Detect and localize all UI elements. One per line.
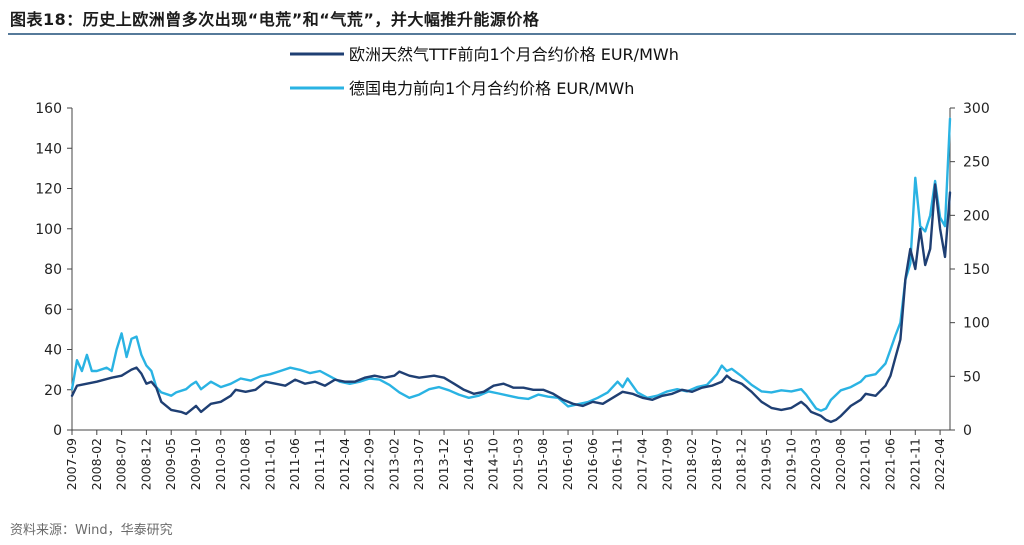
right-tick-label: 150 <box>963 262 990 278</box>
x-tick-label: 2011-01 <box>262 438 277 490</box>
x-tick-label: 2009-05 <box>163 438 178 490</box>
x-tick-label: 2013-07 <box>411 438 426 490</box>
x-tick-label: 2020-03 <box>808 438 823 490</box>
x-tick-label: 2011-11 <box>312 438 327 490</box>
x-tick-label: 2011-06 <box>287 438 302 490</box>
x-tick-label: 2016-01 <box>560 438 575 490</box>
left-tick-label: 120 <box>35 182 62 198</box>
x-tick-label: 2013-12 <box>436 438 451 490</box>
legend-label-power: 德国电力前向1个月合约价格 EUR/MWh <box>349 79 634 98</box>
x-tick-label: 2018-07 <box>709 438 724 490</box>
left-y-axis: 0 20 40 60 80 100 120 140 160 <box>35 101 73 439</box>
x-tick-label: 2012-04 <box>337 438 352 490</box>
left-tick-label: 60 <box>44 302 62 318</box>
right-tick-label: 50 <box>963 369 981 385</box>
x-tick-label: 2016-06 <box>585 438 600 490</box>
left-tick-label: 40 <box>44 343 62 359</box>
legend: 欧洲天然气TTF前向1个月合约价格 EUR/MWh 德国电力前向1个月合约价格 … <box>290 45 679 98</box>
x-tick-label: 2010-08 <box>238 438 253 490</box>
x-tick-label: 2008-07 <box>114 438 129 490</box>
chart-title: 图表18：历史上欧洲曾多次出现“电荒”和“气荒”，并大幅推升能源价格 <box>10 10 540 29</box>
left-tick-label: 0 <box>53 423 62 439</box>
x-tick-label: 2018-12 <box>734 438 749 490</box>
left-tick-label: 140 <box>35 141 62 157</box>
x-tick-label: 2022-04 <box>932 438 947 490</box>
x-tick-label: 2014-10 <box>486 438 501 490</box>
x-tick-label: 2020-08 <box>833 438 848 490</box>
left-tick-label: 80 <box>44 262 62 278</box>
x-tick-label: 2012-09 <box>362 438 377 490</box>
x-tick-label: 2015-03 <box>510 438 525 490</box>
series-line-power <box>70 117 952 412</box>
right-tick-label: 250 <box>963 155 990 171</box>
left-tick-label: 160 <box>35 101 62 117</box>
right-tick-label: 0 <box>963 423 972 439</box>
x-tick-label: 2014-05 <box>461 438 476 490</box>
legend-label-ttf: 欧洲天然气TTF前向1个月合约价格 EUR/MWh <box>349 45 679 64</box>
x-tick-label: 2019-05 <box>758 438 773 490</box>
x-tick-label: 2008-02 <box>89 438 104 490</box>
x-tick-label: 2019-10 <box>783 438 798 490</box>
right-y-axis: 0 50 100 150 200 250 300 <box>949 101 990 439</box>
left-tick-label: 100 <box>35 222 62 238</box>
x-tick-label: 2015-08 <box>535 438 550 490</box>
plot-area <box>70 117 952 424</box>
x-tick-label: 2009-10 <box>188 438 203 490</box>
x-tick-label: 2021-11 <box>907 438 922 490</box>
x-tick-label: 2010-03 <box>213 438 228 490</box>
x-tick-label: 2008-12 <box>138 438 153 490</box>
left-tick-label: 20 <box>44 383 62 399</box>
x-tick-label: 2017-09 <box>659 438 674 490</box>
x-tick-label: 2007-09 <box>64 438 79 490</box>
x-tick-label: 2018-02 <box>684 438 699 490</box>
x-tick-label: 2017-04 <box>634 438 649 490</box>
series-line-ttf <box>70 183 952 424</box>
x-tick-label: 2016-11 <box>610 438 625 490</box>
right-tick-label: 300 <box>963 101 990 117</box>
x-axis: 2007-09 2008-02 2008-07 2008-12 2009-05 2009-… <box>64 429 950 490</box>
x-tick-label: 2021-01 <box>858 438 873 490</box>
source-note: 资料来源：Wind，华泰研究 <box>10 523 173 538</box>
x-tick-label: 2021-06 <box>882 438 897 490</box>
right-tick-label: 200 <box>963 208 990 224</box>
x-tick-label: 2013-02 <box>386 438 401 490</box>
right-tick-label: 100 <box>963 316 990 332</box>
